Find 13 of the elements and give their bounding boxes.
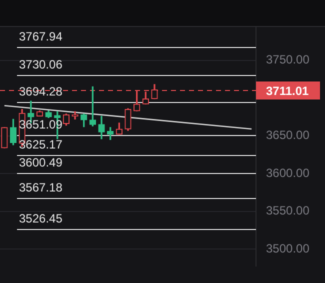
ref-line-label: 3694.28: [19, 84, 63, 98]
y-tick-label: 3500.00: [266, 241, 310, 256]
ref-line-label: 3767.94: [19, 30, 63, 44]
ref-line-label: 3526.45: [19, 212, 63, 226]
ref-line-label: 3600.49: [19, 156, 63, 170]
ref-line-label: 3567.18: [19, 180, 63, 194]
y-tick-label: 3600.00: [266, 166, 310, 180]
ref-line-label: 3730.06: [19, 58, 63, 72]
ref-line-label: 3711.01: [266, 84, 310, 98]
ref-line-label: 3625.17: [19, 138, 63, 152]
y-tick-label: 3550.00: [266, 204, 310, 218]
y-tick-label: 3650.00: [266, 128, 310, 142]
y-tick-label: 3750.00: [266, 52, 310, 67]
